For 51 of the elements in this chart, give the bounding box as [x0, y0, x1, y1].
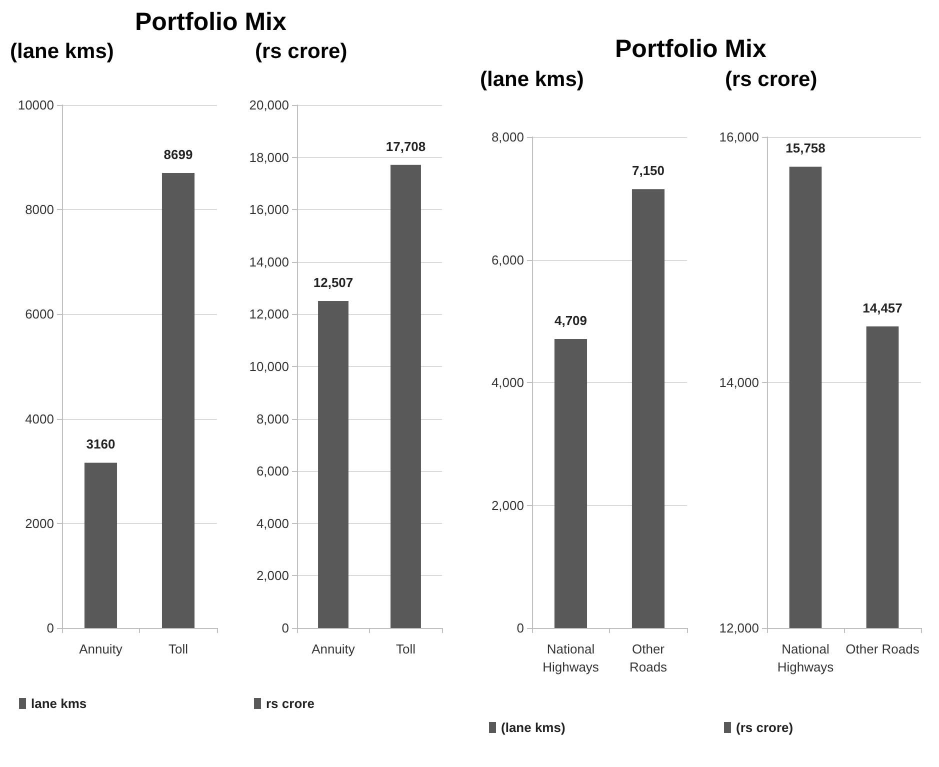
x-tick-label: Toll — [168, 642, 188, 656]
y-tick-label: 2000 — [25, 516, 54, 531]
x-tick-label: Other Roads — [846, 642, 920, 656]
data-label: 12,507 — [313, 274, 354, 290]
y-tick-label: 2,000 — [491, 498, 524, 513]
data-label: 14,457 — [862, 300, 902, 316]
data-label: 3160 — [86, 436, 116, 452]
y-tick-label: 4,000 — [256, 516, 289, 531]
y-tick-label: 4000 — [25, 411, 54, 426]
y-tick-label: 14,000 — [719, 375, 759, 390]
legend-label: rs crore — [266, 696, 314, 711]
data-label: 7,150 — [632, 163, 665, 178]
y-tick-label: 10,000 — [249, 359, 289, 374]
y-tick-label: 8,000 — [256, 411, 289, 426]
chart-subtitle: (rs crore) — [725, 68, 818, 92]
y-tick-label: 12,000 — [719, 620, 759, 636]
y-tick-label: 16,000 — [249, 202, 289, 218]
y-tick-label: 20,000 — [249, 98, 289, 112]
y-tick-label: 2,000 — [256, 568, 289, 584]
y-tick-label: 6,000 — [256, 464, 289, 479]
y-tick-label: 6,000 — [491, 252, 524, 268]
chart-subtitle: (lane kms) — [480, 68, 584, 92]
legend-label: (lane kms) — [501, 720, 566, 735]
y-tick-label: 0 — [516, 620, 524, 636]
x-tick-label: Annuity — [79, 642, 123, 656]
legend-label: lane kms — [31, 696, 87, 711]
x-tick-label: Toll — [396, 642, 416, 656]
x-tick-label: National Highways — [542, 642, 600, 674]
legend-label: (rs crore) — [736, 720, 794, 735]
chart-subtitle: (rs crore) — [255, 40, 348, 64]
y-tick-label: 8000 — [25, 202, 54, 218]
x-tick-label: Other Roads — [629, 642, 668, 674]
y-tick-label: 4,000 — [491, 375, 524, 390]
x-tick-label: National Highways — [777, 642, 834, 674]
data-label: 8699 — [164, 147, 193, 162]
y-tick-label: 12,000 — [249, 306, 289, 322]
y-tick-label: 0 — [282, 620, 289, 636]
y-tick-label: 10000 — [18, 98, 54, 112]
y-tick-label: 0 — [46, 620, 54, 636]
data-label: 4,709 — [554, 312, 588, 328]
x-tick-label: Annuity — [312, 642, 356, 656]
y-tick-label: 14,000 — [249, 254, 289, 270]
chart-subtitle: (lane kms) — [10, 40, 114, 64]
y-tick-label: 6000 — [25, 306, 54, 322]
chart-title: Portfolio Mix — [615, 35, 766, 64]
chart-title: Portfolio Mix — [135, 8, 286, 37]
y-tick-label: 18,000 — [249, 150, 289, 165]
y-tick-label: 16,000 — [719, 130, 759, 144]
data-label: 15,758 — [786, 140, 826, 156]
data-label: 17,708 — [386, 138, 426, 154]
y-tick-label: 8,000 — [491, 130, 524, 144]
